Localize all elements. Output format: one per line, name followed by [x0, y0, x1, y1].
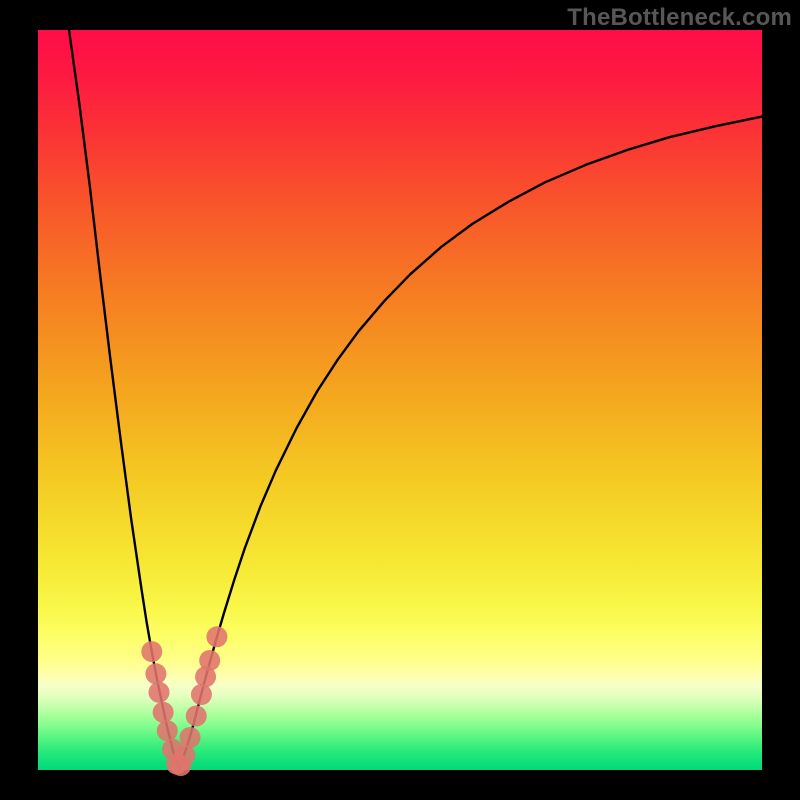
marker-point [157, 720, 178, 741]
marker-point [145, 663, 166, 684]
marker-point [180, 727, 201, 748]
marker-point [199, 650, 220, 671]
marker-point [149, 682, 170, 703]
marker-point [191, 684, 212, 705]
marker-point [206, 626, 227, 647]
marker-point [174, 745, 195, 766]
chart-container: TheBottleneck.com [0, 0, 800, 800]
marker-point [153, 702, 174, 723]
watermark-label: TheBottleneck.com [567, 4, 792, 32]
bottleneck-curve-chart [0, 0, 800, 800]
marker-point [141, 641, 162, 662]
marker-point [186, 705, 207, 726]
